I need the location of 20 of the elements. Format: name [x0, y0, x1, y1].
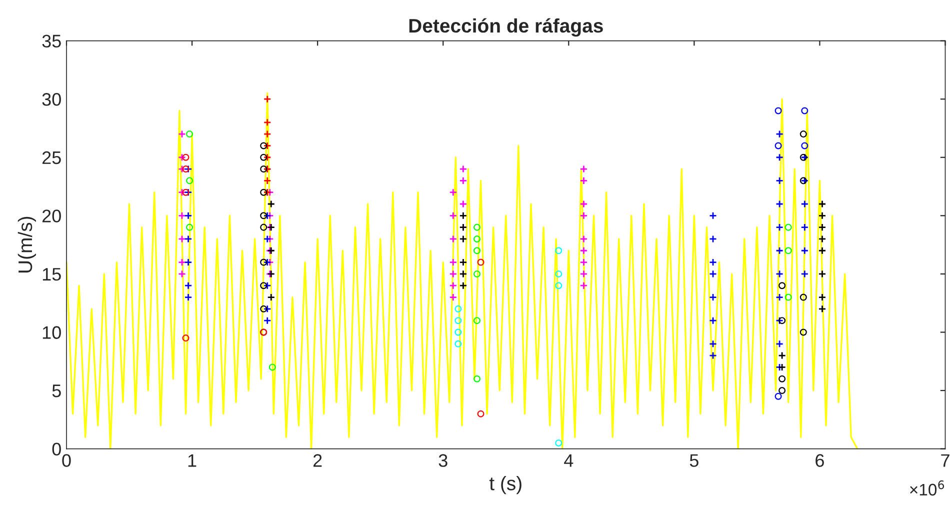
y-tick-label: 15 — [42, 268, 61, 281]
x-tick-label: 4 — [564, 454, 574, 467]
x-tick-label: 3 — [438, 454, 448, 467]
y-tick-label: 35 — [42, 34, 61, 48]
y-tick-label: 10 — [42, 326, 61, 339]
x-tick-label: 6 — [816, 454, 824, 467]
y-tick-label: 25 — [42, 151, 61, 164]
chart-title: Detección de ráfagas — [409, 18, 603, 37]
y-tick-label: 5 — [52, 384, 61, 398]
x-axis-title: t (s) — [489, 476, 522, 494]
y-tick-label: 0 — [52, 442, 61, 456]
x-tick-label: 0 — [62, 454, 71, 467]
x-tick-label: 7 — [941, 454, 950, 467]
x-tick-label: 5 — [690, 454, 698, 467]
text: ×10$^{6}$ — [910, 480, 944, 496]
y-tick-label: 20 — [42, 210, 61, 222]
x-tick-label: 1 — [188, 454, 196, 467]
y-axis-title: U(m/s) — [18, 216, 36, 272]
x-tick-label: 2 — [313, 454, 322, 467]
y-tick-label: 30 — [42, 93, 61, 106]
